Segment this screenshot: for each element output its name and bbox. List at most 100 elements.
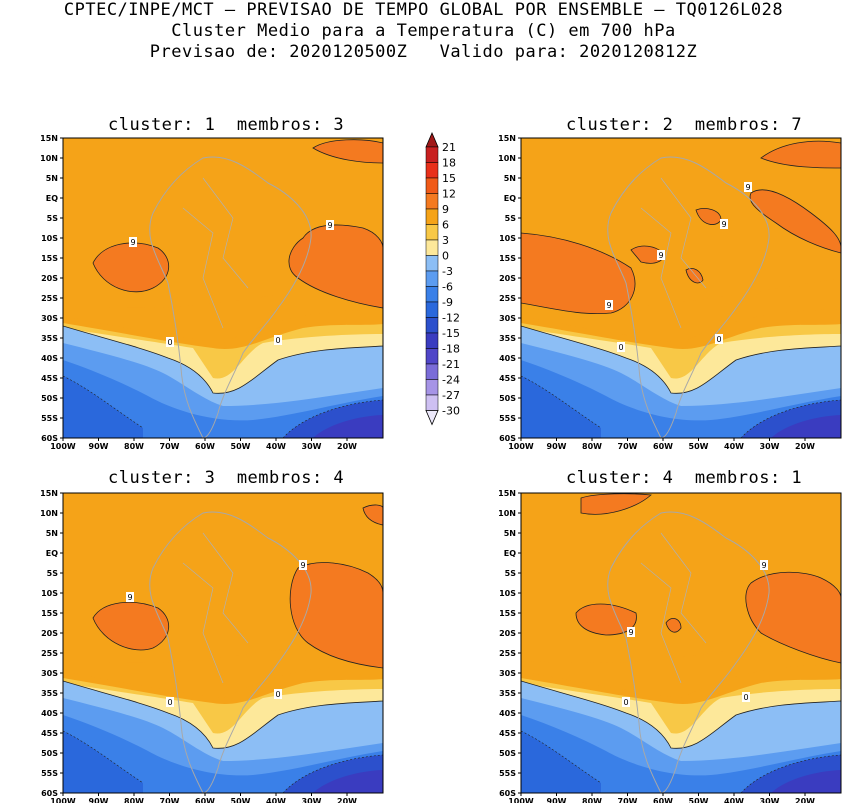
lat-tick-label: 15N (498, 489, 516, 498)
lat-tick-label: 15N (40, 134, 58, 143)
lat-tick-label: 60S (499, 434, 516, 443)
lat-tick-label: 5N (504, 529, 516, 538)
contour-label-box (617, 342, 625, 352)
lon-tick-label: 20W (795, 442, 815, 451)
contour-label: 0 (275, 690, 280, 699)
colorbar-label: -3 (442, 265, 453, 278)
lon-tick-label: 20W (795, 797, 815, 803)
negative-contour (282, 754, 383, 793)
zero-contour (63, 680, 383, 749)
lat-tick-label: 50S (41, 394, 58, 403)
lat-tick-label: 55S (41, 414, 58, 423)
lon-tick-label: 90W (89, 442, 109, 451)
lat-tick-label: 45S (499, 374, 516, 383)
header-title-line1: CPTEC/INPE/MCT — PREVISAO DE TEMPO GLOBA… (63, 0, 784, 20)
colorbar-label: -30 (442, 405, 460, 418)
colorbar-label: 3 (442, 234, 449, 247)
lat-tick-label: 20S (499, 629, 516, 638)
lon-tick-label: 40W (724, 797, 744, 803)
colorbar-label: -6 (442, 281, 453, 294)
contour-label: 0 (275, 336, 280, 345)
contour-label: 9 (130, 238, 135, 247)
negative-contour (521, 730, 602, 784)
field-warm-region (745, 571, 841, 664)
colorbar-segment (425, 301, 439, 318)
lat-tick-label: 15S (499, 254, 516, 263)
lon-tick-label: 70W (618, 442, 638, 451)
lat-tick-label: 25S (499, 649, 516, 658)
lat-tick-label: 20S (41, 629, 58, 638)
zero-contour (521, 325, 841, 394)
lon-tick-label: 20W (337, 442, 357, 451)
lon-tick-label: 30W (302, 797, 322, 803)
lat-tick-label: 30S (41, 669, 58, 678)
lat-tick-label: 10N (498, 154, 516, 163)
colorbar-label: 21 (442, 141, 456, 154)
header-title-line2: Cluster Medio para a Temperatura (C) em … (171, 21, 676, 41)
lat-tick-label: 5N (504, 174, 516, 183)
lon-tick-label: 60W (653, 797, 673, 803)
colorbar-segment (425, 332, 439, 349)
contour-label: 0 (618, 343, 623, 352)
lon-tick-label: 100W (50, 797, 76, 803)
panel-1-title: cluster: 1 membros: 3 (108, 115, 345, 135)
lat-tick-label: 45S (41, 374, 58, 383)
lon-tick-label: 90W (547, 442, 567, 451)
lon-tick-label: 30W (302, 442, 322, 451)
contour-label-box (166, 337, 174, 347)
lon-tick-label: 100W (50, 442, 76, 451)
contour-label: 9 (721, 220, 726, 229)
lat-tick-label: 15S (499, 609, 516, 618)
lat-tick-label: 40S (499, 709, 516, 718)
lon-tick-label: 40W (266, 797, 286, 803)
colorbar-label: 12 (442, 188, 456, 201)
lat-tick-label: 20S (41, 274, 58, 283)
field-band (521, 731, 601, 793)
contour-label-box (622, 697, 630, 707)
contour-label-box (720, 219, 728, 229)
field-band (771, 770, 841, 793)
lat-tick-label: 5S (47, 569, 59, 578)
contour-label-box (744, 182, 752, 192)
lat-tick-label: 10S (41, 234, 58, 243)
field-warm-region (92, 601, 170, 651)
lon-tick-label: 60W (195, 442, 215, 451)
contour-label-box (715, 334, 723, 344)
contour-label: 9 (300, 561, 305, 570)
panel-3-title: cluster: 3 membros: 4 (108, 468, 345, 488)
colorbar-segment (425, 363, 439, 380)
lat-tick-label: 5S (47, 214, 59, 223)
country-borders (182, 177, 249, 329)
colorbar-label: 15 (442, 172, 456, 185)
contour-label: 9 (127, 593, 132, 602)
negative-contour (740, 754, 841, 793)
contour-label-box (126, 592, 134, 602)
map-panel-3: 9 9 0 0 15N 10N 5N EQ 5S 10S 15S 20S 25S 30S 35S 40S 45S… (40, 489, 384, 803)
lat-tick-label: 25S (41, 649, 58, 658)
lat-tick-label: 30S (499, 669, 516, 678)
colorbar-bottom-arrow (425, 410, 439, 426)
colorbar-label: -15 (442, 327, 460, 340)
contour-label-box (657, 250, 665, 260)
lat-tick-label: 15S (41, 254, 58, 263)
lon-tick-label: 100W (508, 797, 534, 803)
lat-tick-label: 60S (41, 434, 58, 443)
negative-contour (63, 375, 144, 429)
lat-tick-label: 40S (499, 354, 516, 363)
zero-contour (63, 325, 383, 394)
contour-label: 9 (606, 301, 611, 310)
lat-tick-label: 50S (41, 749, 58, 758)
colorbar-segment (425, 208, 439, 225)
lat-tick-label: 50S (499, 749, 516, 758)
continent-outline (149, 511, 312, 793)
contour-label: 9 (327, 221, 332, 230)
panel-2-title: cluster: 2 membros: 7 (566, 115, 803, 135)
lat-tick-label: 5N (46, 174, 58, 183)
lat-tick-label: 55S (41, 769, 58, 778)
field-warm-region (92, 242, 170, 293)
field-band (521, 360, 841, 438)
lon-tick-label: 60W (653, 442, 673, 451)
field-band (63, 731, 143, 793)
map-frame (520, 137, 842, 439)
colorbar: 21 18 15 12 9 6 3 0 -3 -6 -9 -12 -15 -18 -21 -24 -27 -30 (425, 131, 460, 426)
